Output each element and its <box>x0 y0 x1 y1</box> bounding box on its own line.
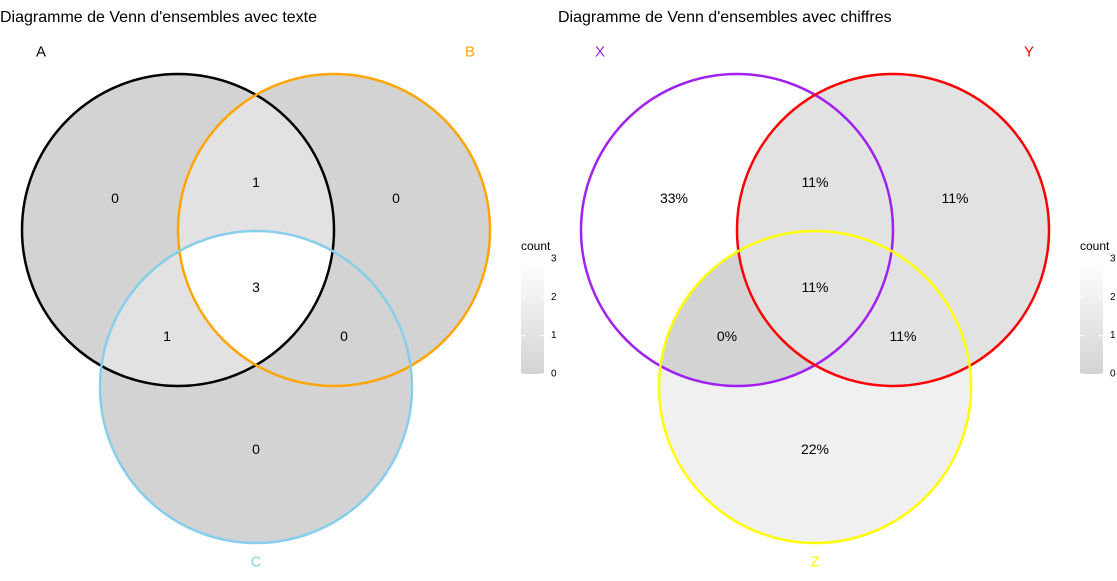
region-label-only-2: 11% <box>942 190 969 206</box>
legend-colorbar <box>521 259 544 374</box>
region-label-all-123: 11% <box>802 279 829 295</box>
region-label-only-1: 0 <box>111 190 119 206</box>
region-label-pair-12: 11% <box>802 174 829 190</box>
set-circle-b <box>176 72 492 388</box>
set-label-z: Z <box>810 554 819 571</box>
legend-title: count <box>1080 239 1110 253</box>
region-label-pair-12: 1 <box>252 174 260 190</box>
region-label-pair-23: 11% <box>890 328 917 344</box>
legend-tick-label: 2 <box>1110 292 1116 303</box>
region-label-pair-13: 1 <box>163 328 171 344</box>
set-circle-y <box>735 72 1051 388</box>
region-label-only-3: 22% <box>801 441 829 457</box>
legend-tick-label: 2 <box>551 292 557 303</box>
set-circle-c <box>98 229 414 545</box>
set-circle-x <box>579 72 895 388</box>
panel-title: Diagramme de Venn d'ensembles avec texte <box>0 9 317 26</box>
set-label-y: Y <box>1024 44 1034 61</box>
legend-tick-label: 1 <box>551 330 557 341</box>
legend-colorbar <box>1080 259 1103 374</box>
panel-title: Diagramme de Venn d'ensembles avec chiff… <box>558 9 892 26</box>
region-label-pair-13: 0% <box>717 328 737 344</box>
legend-tick-label: 3 <box>1110 254 1116 265</box>
legend-tick-label: 3 <box>551 254 557 265</box>
region-label-all-123: 3 <box>252 279 260 295</box>
set-label-c: C <box>251 554 262 571</box>
region-label-pair-23: 0 <box>340 328 348 344</box>
legend-tick-label: 0 <box>551 369 557 380</box>
set-circle-a <box>20 72 336 388</box>
legend-tick-label: 1 <box>1110 330 1116 341</box>
region-label-only-3: 0 <box>252 441 260 457</box>
region-label-only-2: 0 <box>392 190 400 206</box>
region-label-only-1: 33% <box>660 190 688 206</box>
legend-title: count <box>521 239 551 253</box>
set-label-a: A <box>36 44 46 61</box>
set-label-x: X <box>595 44 605 61</box>
legend-tick-label: 0 <box>1110 369 1116 380</box>
set-label-b: B <box>465 44 475 61</box>
set-circle-z <box>657 229 973 545</box>
